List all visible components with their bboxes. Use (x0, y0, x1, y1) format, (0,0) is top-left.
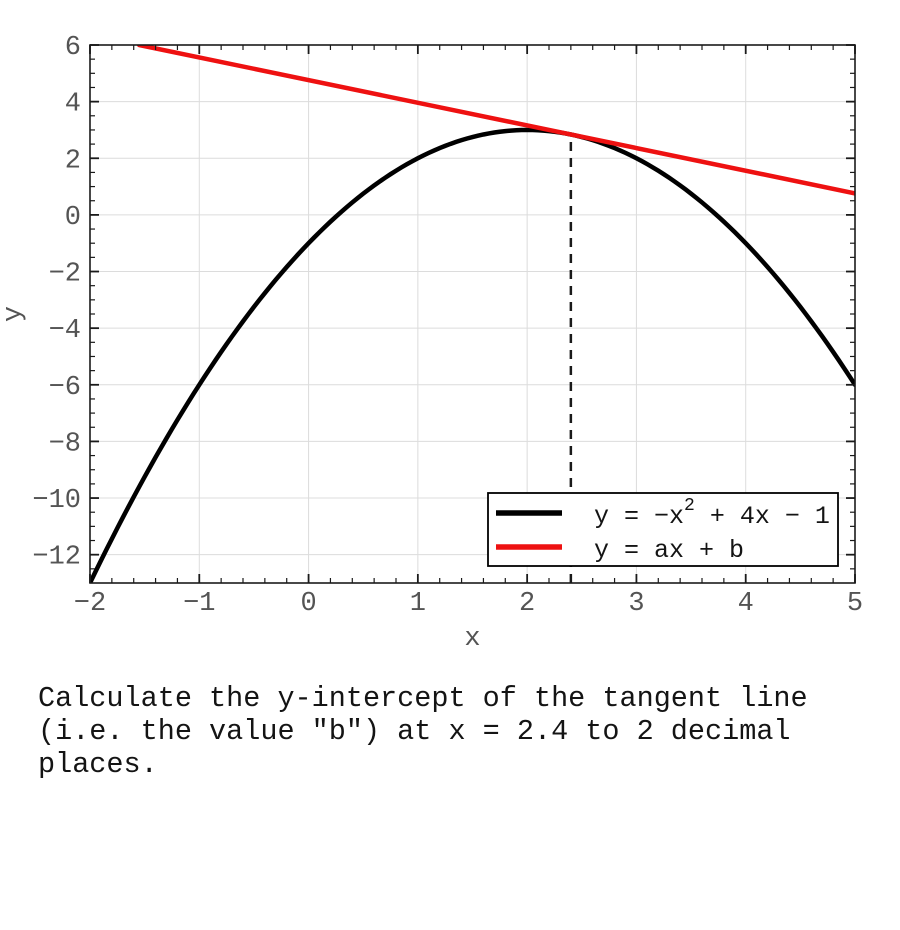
legend-entry-label: y = −x2 + 4x − 1 (594, 496, 830, 531)
y-tick-label: −12 (32, 543, 81, 573)
y-tick-label: −4 (49, 316, 81, 346)
x-axis-label: x (464, 624, 480, 654)
x-tick-label: 1 (410, 589, 426, 619)
legend: y = −x2 + 4x − 1 y = ax + b (487, 492, 839, 567)
x-tick-label: 3 (628, 589, 644, 619)
x-tick-label: 4 (738, 589, 754, 619)
y-tick-label: −6 (49, 373, 81, 403)
x-tick-label: 0 (300, 589, 316, 619)
x-tick-label: −2 (74, 589, 106, 619)
y-tick-label: −10 (32, 486, 81, 516)
legend-box (487, 492, 839, 567)
quadratic-curve (90, 127, 855, 583)
x-tick-label: 5 (847, 589, 863, 619)
y-tick-label: 2 (65, 146, 81, 176)
y-tick-label: −2 (49, 260, 81, 290)
y-tick-label: 4 (65, 90, 81, 120)
x-tick-label: 2 (519, 589, 535, 619)
y-tick-label: 0 (65, 203, 81, 233)
legend-entry-label: y = ax + b (594, 536, 744, 565)
y-tick-label: −8 (49, 429, 81, 459)
question-text: Calculate the y-intercept of the tangent… (38, 682, 808, 781)
x-tick-label: −1 (183, 589, 215, 619)
plot-area: −2 −1 0 1 2 3 4 5 6 4 2 0 −2 −4 −6 −8 −10 −12 x y y = −x2 + … (0, 33, 863, 654)
y-tick-label: 6 (65, 33, 81, 63)
y-axis-label: y (0, 306, 29, 322)
tangent-line (136, 45, 855, 196)
